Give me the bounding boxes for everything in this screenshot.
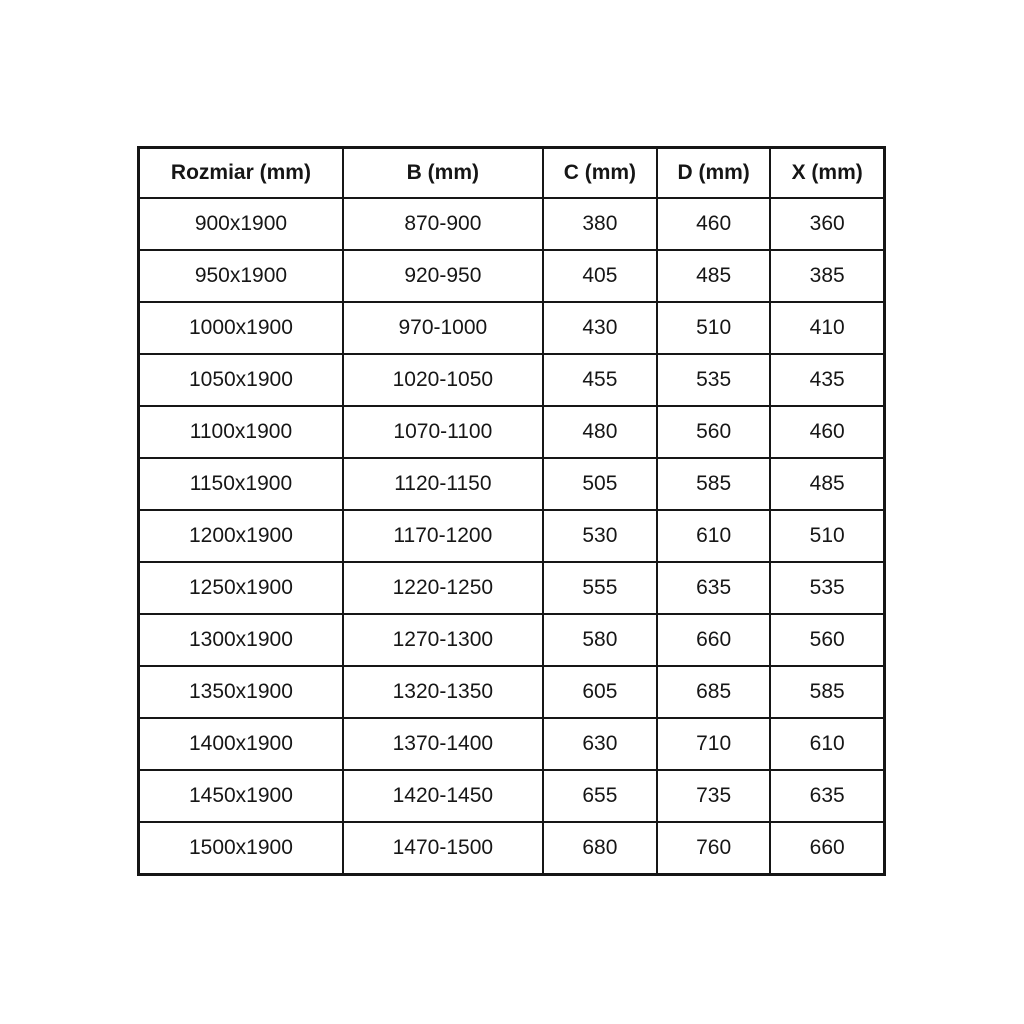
table-cell: 385 [769, 249, 886, 303]
table-cell: 535 [769, 561, 886, 615]
table-cell: 435 [769, 353, 886, 407]
table-cell: 1200x1900 [137, 509, 344, 563]
table-cell: 585 [655, 457, 772, 511]
table-cell: 1050x1900 [137, 353, 344, 407]
column-header: D (mm) [655, 146, 772, 199]
table-header-row: Rozmiar (mm) B (mm) C (mm) D (mm) X (mm) [137, 146, 886, 199]
table-cell: 1020-1050 [341, 353, 544, 407]
table-cell: 405 [541, 249, 658, 303]
table-cell: 560 [769, 613, 886, 667]
table-row: 900x1900 870-900 380 460 360 [137, 197, 886, 251]
table-cell: 1150x1900 [137, 457, 344, 511]
table-cell: 1220-1250 [341, 561, 544, 615]
table-cell: 360 [769, 197, 886, 251]
table-cell: 455 [541, 353, 658, 407]
table-cell: 1300x1900 [137, 613, 344, 667]
table-cell: 1270-1300 [341, 613, 544, 667]
table-cell: 760 [655, 821, 772, 876]
table-row: 1350x1900 1320-1350 605 685 585 [137, 665, 886, 719]
table-cell: 485 [769, 457, 886, 511]
table-cell: 585 [769, 665, 886, 719]
table-row: 1400x1900 1370-1400 630 710 610 [137, 717, 886, 771]
table-cell: 485 [655, 249, 772, 303]
table-cell: 1120-1150 [341, 457, 544, 511]
table-cell: 610 [769, 717, 886, 771]
size-spec-table: Rozmiar (mm) B (mm) C (mm) D (mm) X (mm) 900… [137, 146, 886, 876]
table-row: 1000x1900 970-1000 430 510 410 [137, 301, 886, 355]
table-cell: 710 [655, 717, 772, 771]
table-cell: 870-900 [341, 197, 544, 251]
table-cell: 1470-1500 [341, 821, 544, 876]
table-cell: 1320-1350 [341, 665, 544, 719]
table-cell: 380 [541, 197, 658, 251]
table-cell: 460 [655, 197, 772, 251]
table-cell: 1350x1900 [137, 665, 344, 719]
table-cell: 560 [655, 405, 772, 459]
table-cell: 410 [769, 301, 886, 355]
size-table-container: Rozmiar (mm) B (mm) C (mm) D (mm) X (mm) 900… [137, 146, 886, 876]
table-cell: 605 [541, 665, 658, 719]
table-row: 950x1900 920-950 405 485 385 [137, 249, 886, 303]
table-cell: 1400x1900 [137, 717, 344, 771]
table-cell: 635 [769, 769, 886, 823]
table-cell: 630 [541, 717, 658, 771]
table-cell: 735 [655, 769, 772, 823]
table-cell: 430 [541, 301, 658, 355]
table-cell: 530 [541, 509, 658, 563]
table-cell: 685 [655, 665, 772, 719]
column-header: B (mm) [341, 146, 544, 199]
table-cell: 1000x1900 [137, 301, 344, 355]
table-cell: 900x1900 [137, 197, 344, 251]
table-row: 1450x1900 1420-1450 655 735 635 [137, 769, 886, 823]
table-cell: 1420-1450 [341, 769, 544, 823]
table-cell: 580 [541, 613, 658, 667]
table-row: 1500x1900 1470-1500 680 760 660 [137, 821, 886, 876]
table-row: 1250x1900 1220-1250 555 635 535 [137, 561, 886, 615]
table-cell: 950x1900 [137, 249, 344, 303]
table-row: 1200x1900 1170-1200 530 610 510 [137, 509, 886, 563]
table-cell: 555 [541, 561, 658, 615]
table-cell: 1450x1900 [137, 769, 344, 823]
table-cell: 505 [541, 457, 658, 511]
table-cell: 660 [769, 821, 886, 876]
table-row: 1100x1900 1070-1100 480 560 460 [137, 405, 886, 459]
table-cell: 1500x1900 [137, 821, 344, 876]
table-cell: 970-1000 [341, 301, 544, 355]
table-row: 1150x1900 1120-1150 505 585 485 [137, 457, 886, 511]
table-cell: 660 [655, 613, 772, 667]
table-cell: 1070-1100 [341, 405, 544, 459]
table-cell: 510 [655, 301, 772, 355]
table-cell: 680 [541, 821, 658, 876]
table-cell: 655 [541, 769, 658, 823]
table-cell: 480 [541, 405, 658, 459]
table-cell: 1100x1900 [137, 405, 344, 459]
table-cell: 510 [769, 509, 886, 563]
table-cell: 535 [655, 353, 772, 407]
table-cell: 1370-1400 [341, 717, 544, 771]
table-cell: 635 [655, 561, 772, 615]
table-cell: 1250x1900 [137, 561, 344, 615]
column-header: C (mm) [541, 146, 658, 199]
column-header: X (mm) [769, 146, 886, 199]
table-cell: 1170-1200 [341, 509, 544, 563]
table-cell: 920-950 [341, 249, 544, 303]
table-cell: 610 [655, 509, 772, 563]
table-row: 1050x1900 1020-1050 455 535 435 [137, 353, 886, 407]
table-cell: 460 [769, 405, 886, 459]
table-row: 1300x1900 1270-1300 580 660 560 [137, 613, 886, 667]
column-header: Rozmiar (mm) [137, 146, 344, 199]
